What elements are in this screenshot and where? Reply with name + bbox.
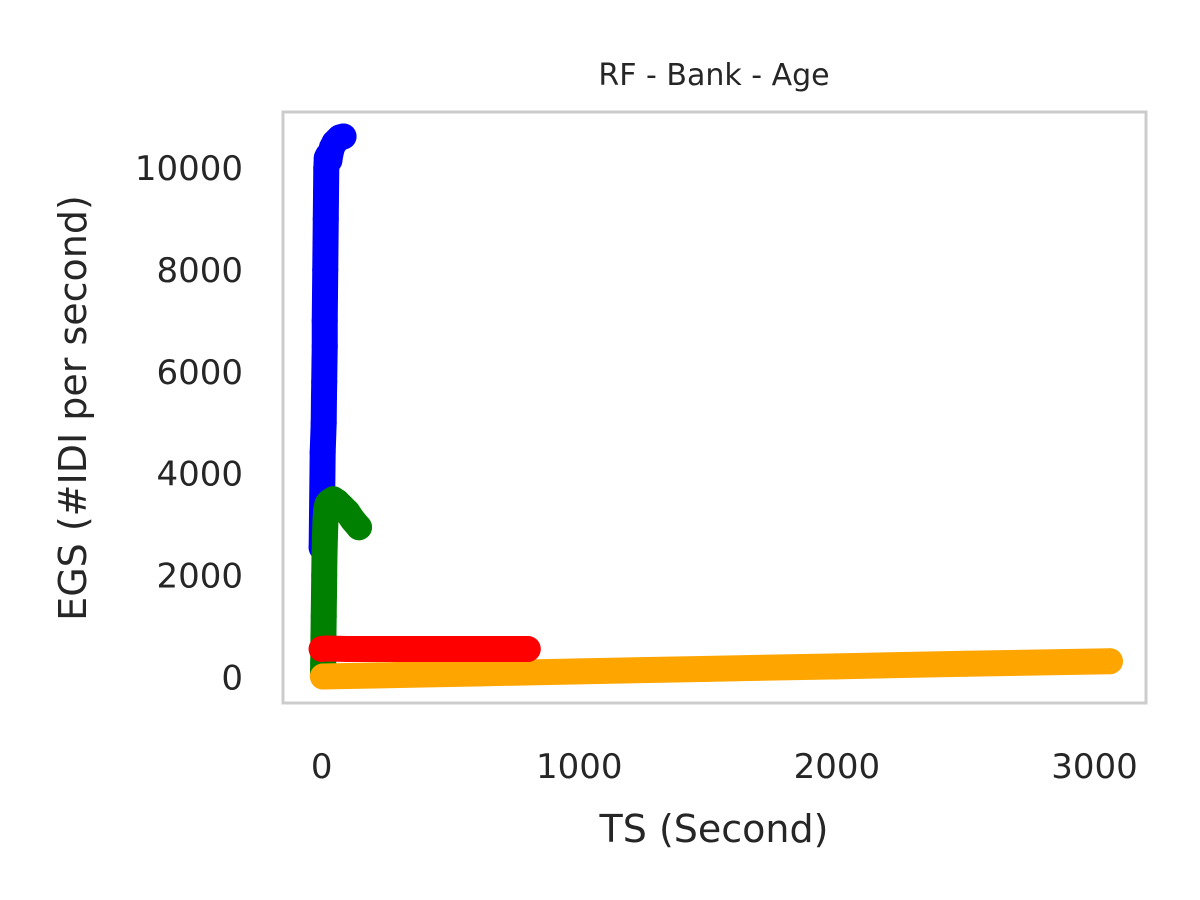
y-tick-label: 4000 — [156, 455, 243, 495]
series-0 — [308, 123, 357, 561]
x-tick-label: 2000 — [794, 747, 881, 787]
plot-frame — [281, 110, 1148, 705]
data-point — [695, 655, 722, 682]
data-point — [334, 635, 361, 662]
data-point — [312, 231, 339, 258]
data-point — [437, 635, 464, 662]
data-point — [463, 635, 490, 662]
y-tick-label: 8000 — [156, 251, 243, 291]
x-axis-label: TS (Second) — [599, 807, 829, 851]
data-point — [309, 663, 336, 690]
data-point — [311, 542, 338, 569]
data-point — [310, 583, 337, 610]
x-tick-label: 0 — [311, 747, 333, 787]
data-point — [411, 635, 438, 662]
data-point — [385, 635, 412, 662]
y-tick-label: 6000 — [156, 353, 243, 393]
data-point — [488, 635, 515, 662]
data-point — [311, 333, 338, 360]
data-point — [330, 123, 357, 150]
y-tick-label: 10000 — [135, 149, 243, 189]
data-point — [360, 635, 387, 662]
data-point — [310, 409, 337, 436]
data-point — [313, 635, 340, 662]
y-tick-label: 2000 — [156, 557, 243, 597]
data-point — [1096, 648, 1123, 675]
data-point — [334, 662, 361, 689]
data-point — [311, 369, 338, 396]
y-tick-label: 0 — [221, 659, 243, 699]
y-tick-labels: 0 2000 4000 6000 8000 10000 — [135, 149, 243, 698]
data-point — [566, 658, 593, 685]
data-point — [823, 653, 850, 680]
series-2 — [309, 648, 1123, 690]
series-3 — [308, 635, 541, 662]
x-tick-label: 3000 — [1051, 747, 1138, 787]
data-point — [311, 562, 338, 589]
x-tick-label: 1000 — [536, 747, 623, 787]
data-point — [310, 603, 337, 630]
data-point — [312, 205, 339, 232]
data-point — [312, 256, 339, 283]
data-point — [313, 180, 340, 207]
series-layer — [308, 123, 1123, 690]
data-point — [311, 282, 338, 309]
data-point — [385, 661, 412, 688]
data-point — [311, 307, 338, 334]
data-point — [463, 660, 490, 687]
y-axis-label: EGS (#IDI per second) — [51, 195, 95, 621]
data-point — [345, 514, 372, 541]
data-point — [309, 439, 336, 466]
data-point — [952, 650, 979, 677]
x-tick-labels: 0 1000 2000 3000 — [311, 747, 1138, 787]
chart-title: RF - Bank - Age — [598, 58, 829, 93]
data-point — [514, 635, 541, 662]
